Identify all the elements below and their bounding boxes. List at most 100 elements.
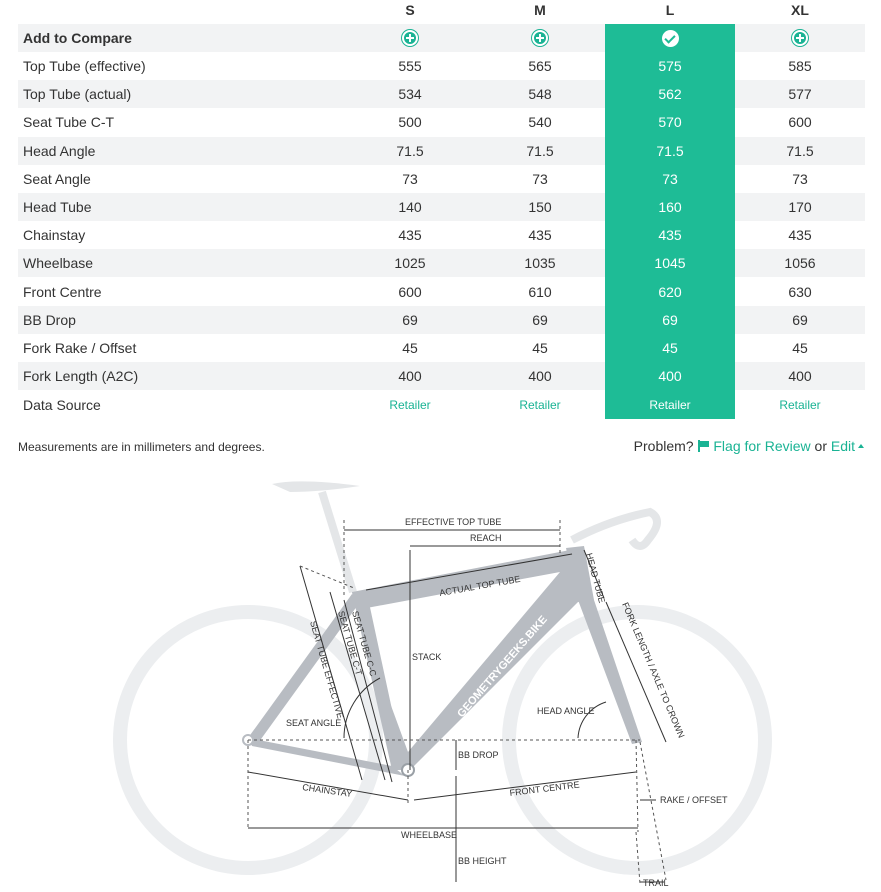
cell-m: 565 — [528, 58, 552, 74]
cell-l: 1045 — [654, 255, 686, 272]
data-source-link-xl[interactable]: Retailer — [779, 398, 821, 412]
cell-s: 534 — [398, 86, 422, 103]
data-source-link-l[interactable]: Retailer — [649, 398, 691, 412]
cell-xl: 73 — [792, 170, 808, 187]
cell-m: 69 — [532, 311, 548, 328]
cell-m: 540 — [528, 114, 552, 131]
cell-m: 400 — [528, 368, 552, 385]
problem-label: Problem? — [633, 438, 694, 454]
fork — [578, 600, 642, 744]
cell-xl: 71.5 — [786, 142, 814, 159]
cell-m: 610 — [528, 283, 552, 300]
compare-button-s[interactable] — [345, 24, 475, 52]
chainstay-tube — [248, 738, 405, 776]
edit-link[interactable]: Edit — [830, 438, 855, 454]
check-circle-icon — [661, 29, 679, 47]
cell-xl: 170 — [788, 199, 812, 215]
size-header-s: S — [405, 2, 415, 18]
data-source-link-m[interactable]: Retailer — [519, 398, 561, 412]
units-footnote: Measurements are in millimeters and degr… — [18, 440, 265, 454]
plus-circle-icon — [402, 30, 418, 47]
label-seat-angle: SEAT ANGLE — [286, 718, 341, 728]
data-source-label: Data Source — [23, 397, 101, 413]
add-to-compare-row: Add to Compare — [18, 24, 865, 52]
table-row: Top Tube (effective) 555 565 575 585 — [18, 52, 865, 80]
caret-up-icon — [858, 444, 864, 449]
label-trail: TRAIL — [643, 878, 669, 888]
row-label: Head Angle — [23, 142, 96, 159]
cell-xl: 435 — [788, 227, 812, 244]
table-row: Fork Length (A2C) 400 400 400 400 — [18, 362, 865, 391]
row-label: Top Tube (effective) — [23, 58, 146, 74]
handlebar — [570, 507, 661, 550]
cell-l: 69 — [662, 311, 678, 328]
add-to-compare-label: Add to Compare — [23, 30, 132, 46]
row-label: Fork Rake / Offset — [23, 340, 137, 356]
data-source-link-s[interactable]: Retailer — [389, 398, 431, 412]
compare-button-m[interactable] — [475, 24, 605, 52]
head-tube — [566, 546, 594, 602]
cell-m: 73 — [532, 170, 548, 187]
cell-l: 620 — [658, 283, 682, 300]
table-row: BB Drop 69 69 69 69 — [18, 305, 865, 334]
cell-xl: 585 — [788, 58, 812, 74]
cell-xl: 45 — [792, 340, 808, 356]
cell-xl: 1056 — [784, 255, 816, 272]
geometry-diagram: GEOMETRYGEEKS.BIKE EFFECTIVE TOP TUBE RE — [113, 481, 772, 888]
cell-s: 435 — [398, 227, 422, 244]
cell-l: 435 — [658, 227, 682, 244]
cell-l: 160 — [658, 199, 682, 215]
size-header-m: M — [534, 2, 546, 18]
selected-size-column — [605, 24, 735, 419]
plus-circle-icon — [532, 30, 548, 47]
cell-s: 69 — [402, 311, 418, 328]
cell-m: 150 — [528, 199, 552, 215]
table-row: Head Angle 71.5 71.5 71.5 71.5 — [18, 136, 865, 165]
cell-s: 500 — [398, 114, 422, 131]
size-header-xl: XL — [791, 2, 809, 18]
cell-l: 73 — [662, 170, 678, 187]
cell-l: 45 — [662, 340, 678, 356]
bike-frame: GEOMETRYGEEKS.BIKE — [242, 546, 642, 777]
label-rake-offset: RAKE / OFFSET — [660, 795, 728, 805]
seatpost — [318, 490, 357, 594]
compare-button-xl[interactable] — [735, 24, 865, 52]
cell-s: 1025 — [394, 255, 426, 272]
problem-bar: Problem? Flag for Review or Edit — [634, 438, 864, 454]
label-chainstay: CHAINSTAY — [302, 782, 353, 799]
label-effective-top-tube: EFFECTIVE TOP TUBE — [405, 517, 501, 527]
flag-icon — [697, 439, 710, 452]
table-row: Front Centre 600 610 620 630 — [18, 278, 865, 306]
flag-for-review-link[interactable]: Flag for Review — [713, 438, 811, 454]
cell-s: 555 — [398, 58, 422, 74]
table-row: Fork Rake / Offset 45 45 45 45 — [18, 334, 865, 362]
cell-xl: 400 — [788, 368, 812, 385]
cell-s: 140 — [398, 199, 422, 215]
label-reach: REACH — [470, 533, 502, 543]
table-row: Seat Tube C-T 500 540 570 600 — [18, 108, 865, 136]
compare-button-l[interactable] — [605, 24, 735, 52]
cell-m: 548 — [528, 86, 552, 103]
cell-s: 71.5 — [396, 142, 424, 159]
plus-circle-icon — [792, 30, 808, 47]
cell-s: 45 — [402, 340, 418, 356]
label-bb-height: BB HEIGHT — [458, 856, 507, 866]
label-wheelbase: WHEELBASE — [401, 830, 457, 840]
cell-m: 435 — [528, 227, 552, 244]
cell-xl: 600 — [788, 114, 812, 131]
row-label: Front Centre — [23, 283, 102, 300]
saddle — [272, 481, 360, 492]
label-bb-drop: BB DROP — [458, 750, 499, 760]
table-row: Head Tube 140 150 160 170 — [18, 193, 865, 221]
cell-s: 73 — [402, 170, 418, 187]
cell-m: 71.5 — [526, 142, 554, 159]
cell-m: 45 — [532, 340, 548, 356]
cell-l: 570 — [658, 114, 682, 131]
row-label: Top Tube (actual) — [23, 86, 132, 103]
row-label: BB Drop — [23, 311, 76, 328]
row-label: Seat Tube C-T — [23, 114, 115, 131]
table-row: Wheelbase 1025 1035 1045 1056 — [18, 249, 865, 278]
table-row: Seat Angle 73 73 73 73 — [18, 165, 865, 193]
table-row: Chainstay 435 435 435 435 — [18, 221, 865, 249]
cell-xl: 577 — [788, 86, 812, 103]
